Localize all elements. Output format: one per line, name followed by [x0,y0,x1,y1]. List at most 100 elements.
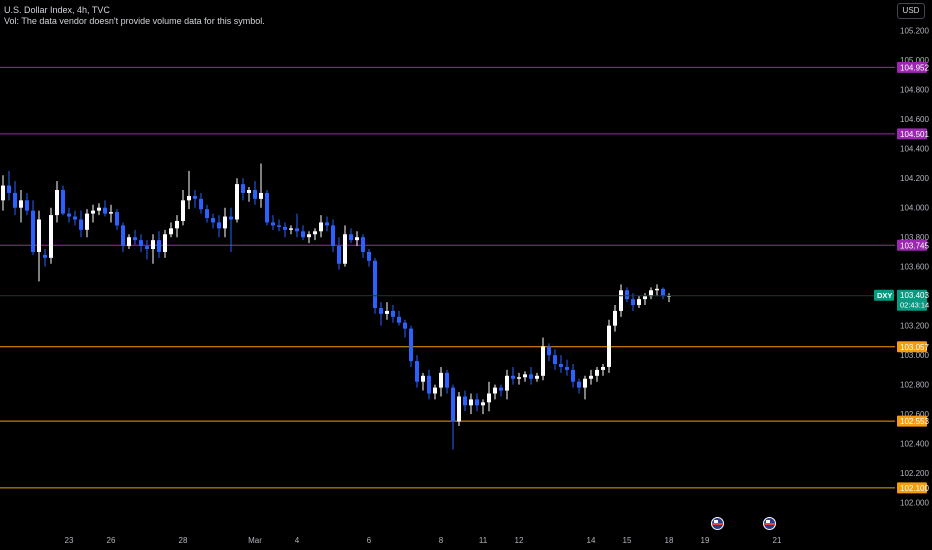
price-axis[interactable]: 105.200 105.000 104.800 104.600 104.400 104.2… [900,27,929,508]
candle-body [169,228,173,235]
x-tick-label: 4 [295,536,300,545]
y-tick-label: 104.600 [900,115,929,124]
candle-body [217,222,221,229]
candle-body [547,346,551,356]
level-price-tag-text: 104.952 [900,63,929,72]
y-tick-label: 102.800 [900,381,929,390]
candle-body [373,260,377,308]
candle-body [121,225,125,247]
candle-body [193,195,197,199]
level-price-tag [897,341,927,353]
candle-body [145,246,149,249]
candle-body [175,220,179,229]
candle-body [55,190,59,216]
candle-body [505,375,509,391]
candle-body [367,251,371,261]
last-price-tag [897,289,927,311]
x-tick-label: 23 [65,536,74,545]
y-tick-label: 102.200 [900,469,929,478]
symbol-tag-text: DXY [877,291,892,300]
candle-body [109,212,113,214]
candle-body [487,393,491,403]
candle-body [337,246,341,264]
us-event-icon[interactable] [711,517,725,530]
candle-body [97,207,101,211]
x-tick-label: 15 [623,536,632,545]
horizontal-level-lines[interactable] [0,66,895,489]
candle-body [379,307,383,314]
candle-body [223,216,227,229]
level-price-tag [897,61,927,73]
x-tick-label: Mar [248,536,262,545]
candle-body [301,231,305,238]
candle-body [583,378,587,388]
candle-body [13,192,17,208]
candle-body [415,361,419,382]
level-price-tag-text: 103.057 [900,343,929,352]
candle-body [73,216,77,220]
candle-body [469,399,473,406]
candle-body [349,234,353,241]
last-price-value: 103.403 [900,291,929,300]
candle-body [127,237,131,247]
candle-body [265,192,269,223]
x-tick-label: 12 [515,536,524,545]
candle-body [637,299,641,306]
candle-body [457,396,461,422]
y-tick-label: 104.000 [900,204,929,213]
candle-body [163,234,167,252]
y-tick-label: 102.400 [900,440,929,449]
candle-body [643,296,647,300]
candle-body [595,369,599,376]
x-tick-label: 6 [367,536,372,545]
candle-body [283,226,287,230]
candle-body [151,240,155,249]
level-price-tag-text: 103.745 [900,241,929,250]
candle-body [361,237,365,252]
candle-body [589,375,593,379]
x-tick-label: 11 [479,536,488,545]
level-price-tag [897,482,927,494]
candle-body [553,355,557,365]
time-axis[interactable]: 23 26 28 Mar 4 6 8 11 12 14 15 18 19 21 [65,536,782,545]
y-tick-label: 104.800 [900,86,929,95]
currency-button[interactable]: USD [897,3,925,19]
candle-body [439,372,443,388]
x-tick-label: 8 [439,536,444,545]
candle-body [451,387,455,422]
candle-body [385,310,389,314]
candle-body [199,198,203,210]
candle-body [613,310,617,326]
candle-body [475,399,479,406]
candle-body [307,234,311,238]
candle-body [25,200,29,211]
candle-body [181,200,185,221]
y-tick-label: 103.000 [900,351,929,360]
candle-body [187,195,191,201]
us-event-icon[interactable] [763,517,777,530]
candle-body [19,200,23,208]
candle-body [517,377,521,379]
candle-body [661,288,665,297]
y-tick-label: 104.400 [900,145,929,154]
symbol-tag [874,289,894,301]
candle-body [295,228,299,232]
x-tick-label: 19 [701,536,710,545]
candle-body [133,237,137,241]
candle-body [409,328,413,362]
candle-body [325,222,329,226]
candle-body [355,237,359,241]
candle-body [37,219,41,252]
candle-body [139,240,143,247]
candle-body [421,375,425,382]
y-tick-label: 103.600 [900,263,929,272]
candle-body [43,254,47,258]
candle-body [511,375,515,379]
candle-body [313,231,317,235]
candle-body [259,192,263,199]
y-tick-label: 105.200 [900,27,929,36]
candle-body [343,234,347,264]
candle-body [61,190,65,214]
candle-body [625,290,629,300]
